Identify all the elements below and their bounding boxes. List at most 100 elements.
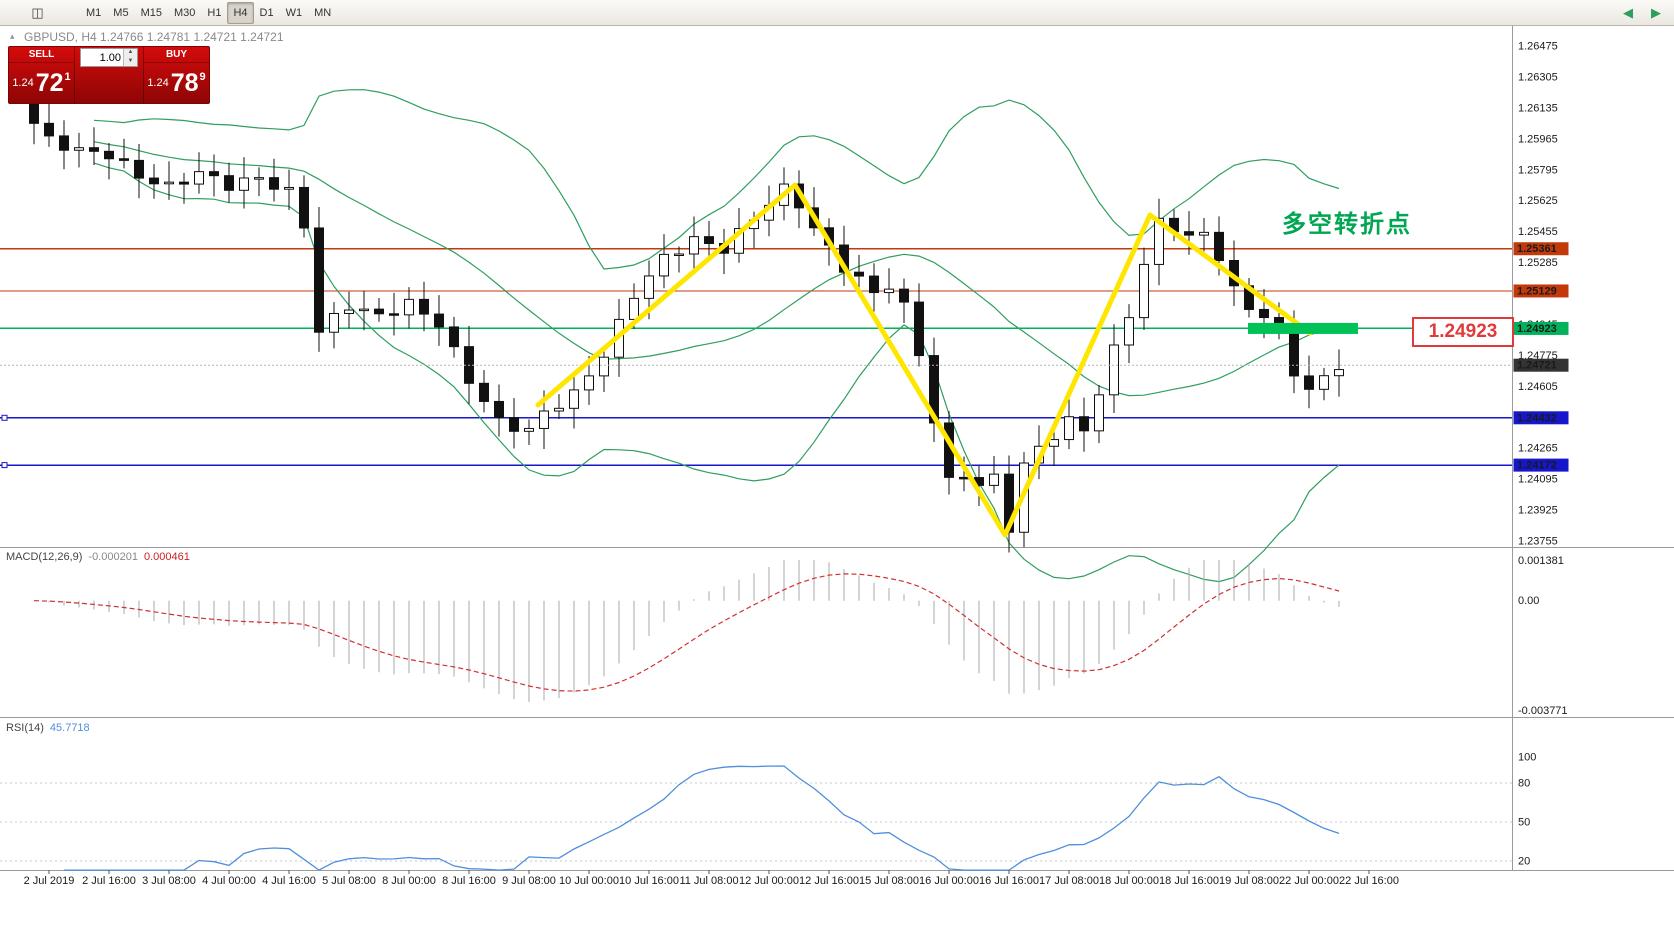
chart-back-icon: ◀ xyxy=(1623,5,1633,20)
rsi-indicator xyxy=(0,765,1512,871)
svg-text:18 Jul 00:00: 18 Jul 00:00 xyxy=(1099,875,1159,887)
chart-canvas[interactable]: 1.26475 1.26305 1.26135 1.25965 1.25795 1.256… xyxy=(0,26,1674,947)
macd-value-main: -0.000201 xyxy=(88,551,138,563)
svg-text:1.25361: 1.25361 xyxy=(1517,243,1557,255)
date-axis[interactable]: 2 Jul 2019 2 Jul 16:00 3 Jul 08:00 4 Jul 00… xyxy=(24,870,1399,887)
svg-text:8 Jul 00:00: 8 Jul 00:00 xyxy=(382,875,436,887)
svg-text:1.24923: 1.24923 xyxy=(1517,323,1557,335)
timeframe-h1-button[interactable]: H1 xyxy=(207,6,222,19)
chart-back-button[interactable]: ◀ xyxy=(1614,2,1642,24)
rsi-name: RSI(14) xyxy=(6,722,44,734)
timeframe-m30-button[interactable]: M30 xyxy=(173,6,196,19)
timeframe-w1-button[interactable]: W1 xyxy=(285,6,303,19)
buy-price-head: 1.24 xyxy=(147,77,169,89)
svg-text:17 Jul 08:00: 17 Jul 08:00 xyxy=(1039,875,1099,887)
rsi-label: RSI(14) 45.7718 xyxy=(6,722,90,734)
svg-text:19 Jul 08:00: 19 Jul 08:00 xyxy=(1219,875,1279,887)
svg-text:3 Jul 08:00: 3 Jul 08:00 xyxy=(142,875,196,887)
timeframe-mn-button[interactable]: MN xyxy=(314,6,332,19)
svg-text:50: 50 xyxy=(1518,817,1530,829)
svg-text:1.26475: 1.26475 xyxy=(1518,41,1558,53)
toolbar-right-group: ◀ ▶ xyxy=(1614,2,1670,24)
svg-text:1.24172: 1.24172 xyxy=(1517,460,1557,472)
zigzag-trendline[interactable] xyxy=(535,182,1313,538)
timeframe-m15-button[interactable]: M15 xyxy=(140,6,162,19)
volume-column: ▲ ▼ xyxy=(74,47,144,103)
svg-text:16 Jul 16:00: 16 Jul 16:00 xyxy=(979,875,1039,887)
arrange-windows-button[interactable]: ◫ xyxy=(4,2,71,24)
svg-text:15 Jul 08:00: 15 Jul 08:00 xyxy=(859,875,919,887)
svg-text:4 Jul 16:00: 4 Jul 16:00 xyxy=(262,875,316,887)
svg-text:80: 80 xyxy=(1518,778,1530,790)
svg-text:11 Jul 08:00: 11 Jul 08:00 xyxy=(679,875,738,887)
svg-text:1.25129: 1.25129 xyxy=(1517,285,1557,297)
svg-text:12 Jul 00:00: 12 Jul 00:00 xyxy=(739,875,799,887)
chart-window: 1.26475 1.26305 1.26135 1.25965 1.25795 1.256… xyxy=(0,26,1674,947)
buy-label: BUY xyxy=(144,47,209,63)
svg-text:1.23925: 1.23925 xyxy=(1518,505,1558,517)
sell-price: 1.24 72 1 xyxy=(9,63,74,103)
macd-indicator xyxy=(33,560,1340,702)
sell-price-head: 1.24 xyxy=(12,77,34,89)
timeframe-m5-button[interactable]: M5 xyxy=(113,6,129,19)
top-toolbar: ▦▤新订单◈▧▥▶自动交易╫▮╱⊕⊖▦▣◫+▾◷▾▤▾↖┼│─╱∥ƒAT◇▾ M… xyxy=(0,0,1674,364)
macd-value-signal: 0.000461 xyxy=(143,551,190,563)
svg-text:1.24721: 1.24721 xyxy=(1517,360,1557,372)
svg-text:10 Jul 16:00: 10 Jul 16:00 xyxy=(619,875,679,887)
svg-text:1.26305: 1.26305 xyxy=(1518,71,1558,83)
buy-price: 1.24 78 9 xyxy=(144,63,209,103)
svg-text:0.00: 0.00 xyxy=(1518,595,1539,607)
svg-text:20: 20 xyxy=(1518,856,1530,868)
svg-text:10 Jul 00:00: 10 Jul 00:00 xyxy=(559,875,619,887)
price-badges: 1.25361 1.25129 1.24923 1.24432 1.24172 1.247… xyxy=(1513,242,1569,472)
sell-price-sup: 1 xyxy=(64,71,71,83)
symbol-title: GBPUSD, H4 1.24766 1.24781 1.24721 1.247… xyxy=(24,30,284,44)
turning-point-annotation[interactable]: 多空转折点 xyxy=(1282,211,1412,238)
one-click-trading-panel: SELL 1.24 72 1 ▲ ▼ BUY 1.24 78 9 xyxy=(8,46,210,104)
one-click-collapse-icon[interactable]: ▴ xyxy=(10,31,15,41)
svg-text:1.23755: 1.23755 xyxy=(1518,536,1558,548)
svg-text:5 Jul 08:00: 5 Jul 08:00 xyxy=(322,875,376,887)
arrange-windows-icon: ◫ xyxy=(31,5,44,20)
svg-text:-0.003771: -0.003771 xyxy=(1518,705,1568,717)
svg-text:1.24265: 1.24265 xyxy=(1518,443,1558,455)
volume-input[interactable] xyxy=(81,49,123,66)
sell-button[interactable]: SELL 1.24 72 1 xyxy=(9,47,74,103)
svg-text:1.25285: 1.25285 xyxy=(1518,257,1558,269)
chart-forward-button[interactable]: ▶ xyxy=(1642,2,1670,24)
macd-label: MACD(12,26,9) -0.000201 0.000461 xyxy=(6,551,190,563)
svg-text:1.24095: 1.24095 xyxy=(1518,474,1558,486)
svg-text:1.24432: 1.24432 xyxy=(1517,412,1557,424)
support-zone-box[interactable] xyxy=(1248,322,1358,334)
svg-text:22 Jul 00:00: 22 Jul 00:00 xyxy=(1279,875,1339,887)
timeframe-m1-button[interactable]: M1 xyxy=(86,6,102,19)
chart-forward-icon: ▶ xyxy=(1651,5,1661,20)
svg-text:1.24605: 1.24605 xyxy=(1518,381,1558,393)
volume-down-button[interactable]: ▼ xyxy=(124,57,137,66)
timeframe-group: M1 M5 M15 M30 H1 H4 D1 W1 MN xyxy=(80,1,337,24)
sell-price-big: 72 xyxy=(35,68,64,97)
volume-up-button[interactable]: ▲ xyxy=(124,49,137,58)
rsi-value: 45.7718 xyxy=(49,722,90,734)
svg-text:18 Jul 16:00: 18 Jul 16:00 xyxy=(1159,875,1219,887)
svg-text:22 Jul 16:00: 22 Jul 16:00 xyxy=(1339,875,1399,887)
svg-text:1.25455: 1.25455 xyxy=(1518,226,1558,238)
buy-price-big: 78 xyxy=(170,68,199,97)
svg-text:1.25625: 1.25625 xyxy=(1518,195,1558,207)
svg-text:1.25795: 1.25795 xyxy=(1518,164,1558,176)
svg-text:100: 100 xyxy=(1518,752,1536,764)
svg-text:1.25965: 1.25965 xyxy=(1518,133,1558,145)
timeframe-h4-button[interactable]: H4 xyxy=(227,1,254,24)
macd-name: MACD(12,26,9) xyxy=(6,551,83,563)
svg-text:1.26135: 1.26135 xyxy=(1518,102,1558,114)
sell-label: SELL xyxy=(9,47,74,63)
volume-spinner: ▲ ▼ xyxy=(123,49,137,66)
svg-text:16 Jul 00:00: 16 Jul 00:00 xyxy=(919,875,979,887)
price-callout[interactable]: 1.24923 xyxy=(1412,317,1514,347)
buy-price-sup: 9 xyxy=(199,71,206,83)
buy-button[interactable]: BUY 1.24 78 9 xyxy=(144,47,209,103)
svg-text:2 Jul 2019: 2 Jul 2019 xyxy=(24,875,75,887)
svg-text:9 Jul 08:00: 9 Jul 08:00 xyxy=(502,875,556,887)
timeframe-d1-button[interactable]: D1 xyxy=(259,6,274,19)
svg-text:4 Jul 00:00: 4 Jul 00:00 xyxy=(202,875,256,887)
